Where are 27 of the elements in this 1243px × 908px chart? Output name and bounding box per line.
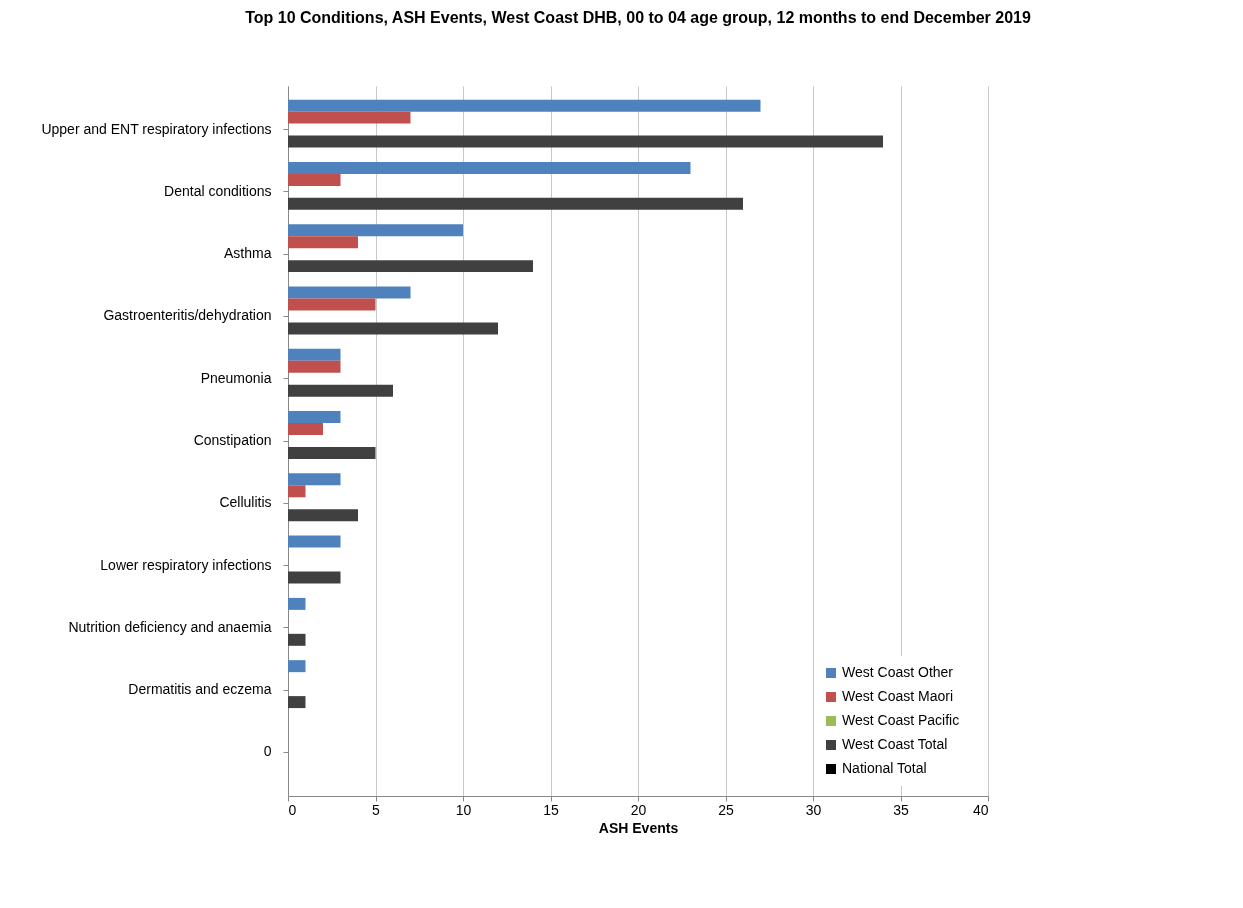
legend-label: West Coast Total <box>842 736 948 752</box>
y-tick-label: Lower respiratory infections <box>100 556 272 573</box>
y-tick-label: Nutrition deficiency and anaemia <box>68 618 272 635</box>
legend-label: National Total <box>842 760 927 776</box>
y-tick-label: Asthma <box>224 245 272 262</box>
chart-title: Top 10 Conditions, ASH Events, West Coast DHB, 00 to 04 age group, 12 months to end December 2019 <box>245 9 1031 26</box>
x-tick-label: 0 <box>288 801 297 818</box>
legend-label: West Coast Maori <box>842 688 953 704</box>
x-axis-title: ASH Events <box>598 819 679 836</box>
y-tick-label: Dental conditions <box>164 182 272 199</box>
x-tick-label: 25 <box>718 801 734 818</box>
x-tick-label: 5 <box>372 801 381 818</box>
y-tick-label: Upper and ENT respiratory infections <box>41 120 272 137</box>
x-tick-label: 40 <box>972 801 989 818</box>
y-tick-label: Pneumonia <box>200 369 272 386</box>
x-tick-label: 30 <box>805 801 822 818</box>
legend-label: West Coast Pacific <box>842 712 960 728</box>
x-tick-label: 35 <box>893 801 909 818</box>
y-tick-label: Cellulitis <box>219 494 272 511</box>
legend-label: West Coast Other <box>842 664 954 680</box>
x-tick-label: 15 <box>543 801 559 818</box>
y-tick-label: Constipation <box>193 432 272 448</box>
x-tick-label: 10 <box>455 801 472 818</box>
x-tick-label: 20 <box>630 801 647 818</box>
y-tick-label: Dermatitis and eczema <box>128 681 272 698</box>
y-tick-label: Gastroenteritis/dehydration <box>103 307 272 324</box>
y-tick-label: 0 <box>263 743 272 760</box>
